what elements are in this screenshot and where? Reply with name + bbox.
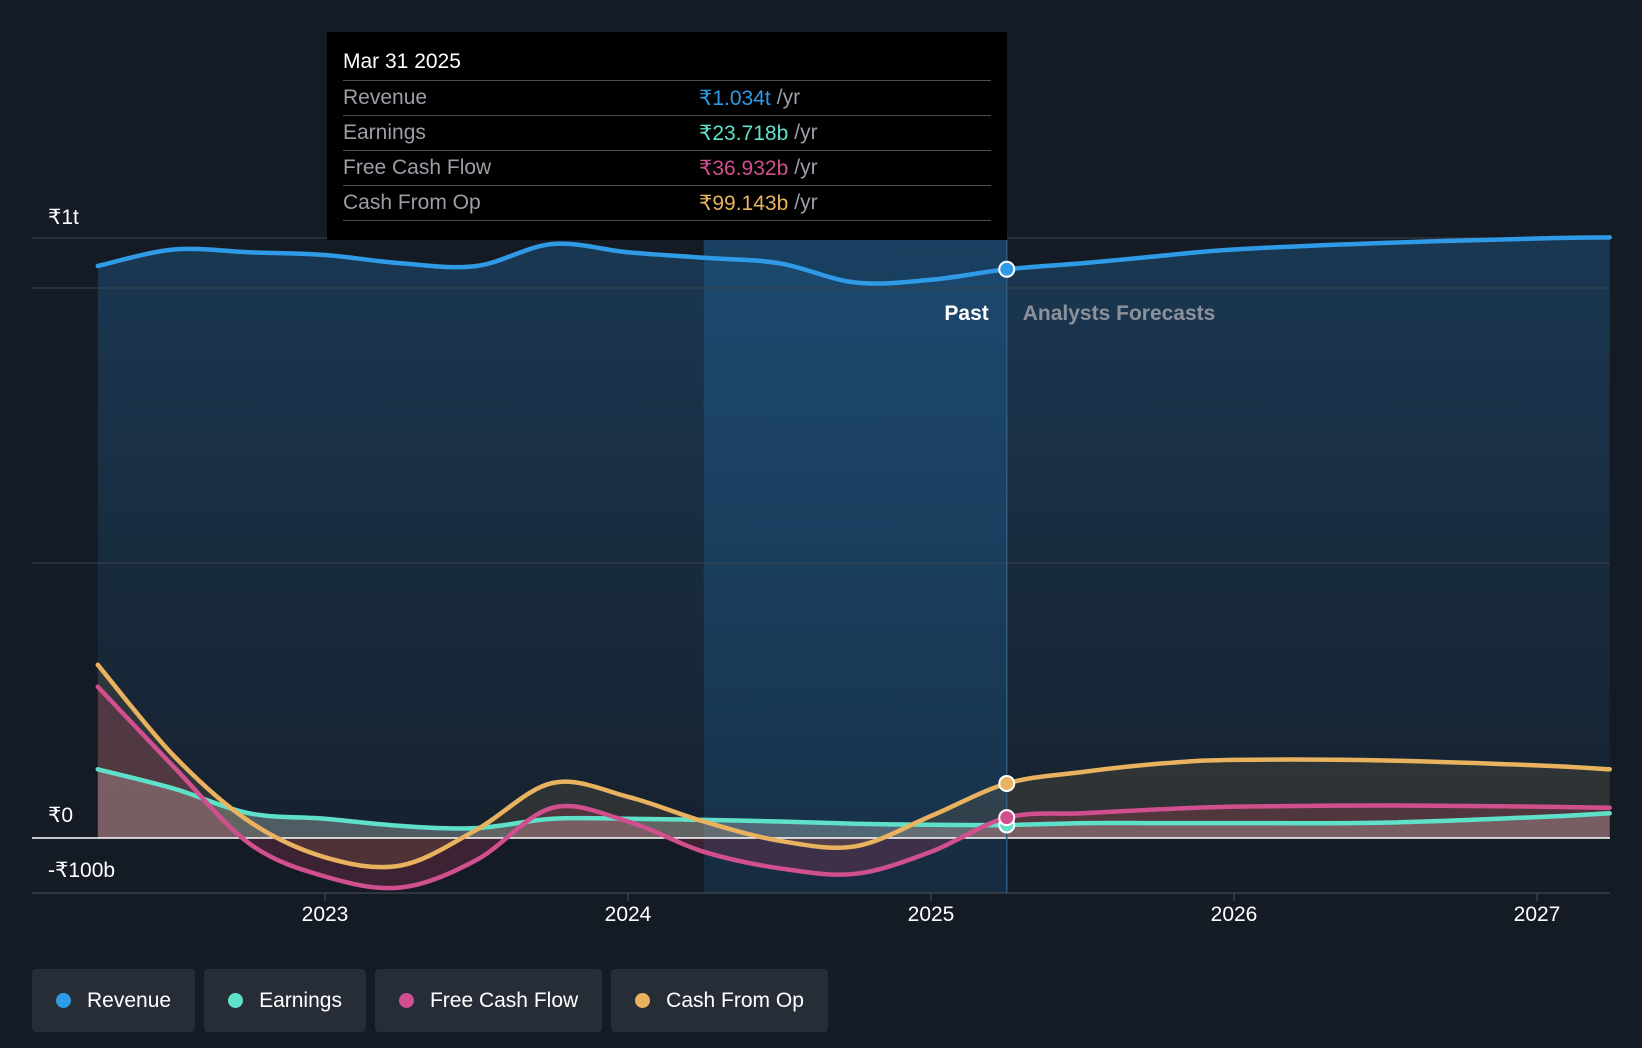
marker-revenue — [998, 260, 1016, 278]
legend-item-cash-from-op[interactable]: Cash From Op — [611, 969, 828, 1032]
legend-item-revenue[interactable]: Revenue — [32, 969, 196, 1032]
tooltip-panel: Mar 31 2025 Revenue ₹1.034t /yr Earnings… — [327, 32, 1007, 240]
tooltip-label: Earnings — [343, 121, 426, 144]
tooltip-value: ₹36.932b — [699, 156, 789, 180]
line-earnings — [95, 767, 1612, 831]
x-axis-label: 2026 — [1211, 903, 1258, 926]
marker-free-cash-flow — [998, 809, 1016, 827]
legend-dot-icon — [398, 993, 414, 1008]
y-axis-label: -₹100b — [48, 859, 115, 882]
line-cash-from-op — [95, 662, 1612, 870]
x-axis-label: 2027 — [1514, 903, 1561, 926]
tooltip-value: ₹23.718b — [699, 121, 789, 145]
x-axis-label: 2025 — [908, 903, 955, 926]
x-axis-label: 2023 — [302, 903, 349, 926]
y-axis-label: ₹1t — [48, 206, 79, 229]
tooltip-value: ₹1.034t — [699, 86, 771, 110]
tooltip-label: Cash From Op — [343, 191, 481, 214]
legend-dot-icon — [635, 993, 651, 1008]
legend-label: Cash From Op — [666, 988, 804, 1012]
legend-item-earnings[interactable]: Earnings — [204, 969, 366, 1032]
area-cash-from-op — [97, 664, 1610, 868]
y-axis-label: ₹0 — [48, 804, 73, 827]
tooltip-unit: /yr — [794, 191, 818, 214]
tooltip-unit: /yr — [794, 121, 818, 144]
tooltip-row-earnings: Earnings ₹23.718b /yr — [343, 115, 991, 150]
forecast-label: Analysts Forecasts — [1023, 302, 1216, 325]
tooltip-value: ₹99.143b — [699, 191, 789, 215]
marker-cash-from-op — [998, 775, 1016, 793]
legend-label: Revenue — [87, 988, 172, 1012]
past-label: Past — [944, 302, 988, 325]
legend-label: Free Cash Flow — [429, 988, 579, 1012]
tooltip-date: Mar 31 2025 — [343, 50, 461, 73]
tooltip-row-revenue: Revenue ₹1.034t /yr — [343, 80, 991, 115]
tooltip-label: Free Cash Flow — [343, 156, 492, 179]
line-free-cash-flow — [95, 684, 1612, 891]
legend-dot-icon — [56, 993, 71, 1008]
line-revenue — [95, 235, 1612, 286]
x-axis-label: 2024 — [605, 903, 652, 926]
legend: Revenue Earnings Free Cash Flow Cash Fro… — [32, 969, 828, 1032]
legend-dot-icon — [228, 993, 244, 1008]
tooltip-label: Revenue — [343, 86, 428, 109]
legend-item-free-cash-flow[interactable]: Free Cash Flow — [374, 969, 603, 1032]
legend-label: Earnings — [259, 988, 342, 1012]
tooltip-unit: /yr — [794, 156, 818, 179]
tooltip-row-free-cash-flow: Free Cash Flow ₹36.932b /yr — [343, 150, 991, 185]
area-revenue — [97, 237, 1610, 838]
tooltip-unit: /yr — [776, 86, 801, 109]
tooltip-row-cash-from-op: Cash From Op ₹99.143b /yr — [343, 185, 991, 221]
